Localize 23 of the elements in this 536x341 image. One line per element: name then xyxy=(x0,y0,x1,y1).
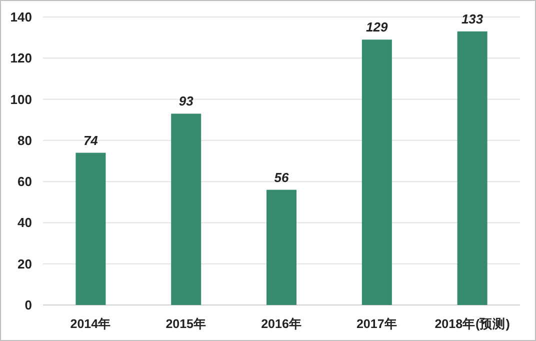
data-label: 133 xyxy=(461,11,484,26)
x-tick-label: 2016年 xyxy=(261,317,302,331)
data-label: 93 xyxy=(178,94,194,109)
bar xyxy=(171,114,202,305)
data-label: 56 xyxy=(274,170,290,185)
bar xyxy=(362,40,392,305)
data-label: 74 xyxy=(83,132,99,148)
y-tick-label: 140 xyxy=(10,10,32,24)
x-tick-label: 2018年(预测) xyxy=(434,317,510,331)
bar xyxy=(457,31,488,305)
y-tick-label: 0 xyxy=(24,298,32,312)
x-tick-label: 2017年 xyxy=(356,317,398,331)
y-tick-label: 100 xyxy=(10,92,32,107)
y-tick-label: 60 xyxy=(18,174,32,190)
y-tick-label: 40 xyxy=(18,215,32,230)
y-tick-label: 120 xyxy=(10,50,32,66)
x-tick-label: 2014年 xyxy=(70,317,112,331)
bar xyxy=(266,190,296,305)
data-label: 129 xyxy=(366,20,389,35)
bar xyxy=(76,152,106,305)
y-tick-label: 20 xyxy=(18,256,32,272)
x-tick-label: 2015年 xyxy=(166,317,207,331)
y-tick-label: 80 xyxy=(18,132,32,148)
